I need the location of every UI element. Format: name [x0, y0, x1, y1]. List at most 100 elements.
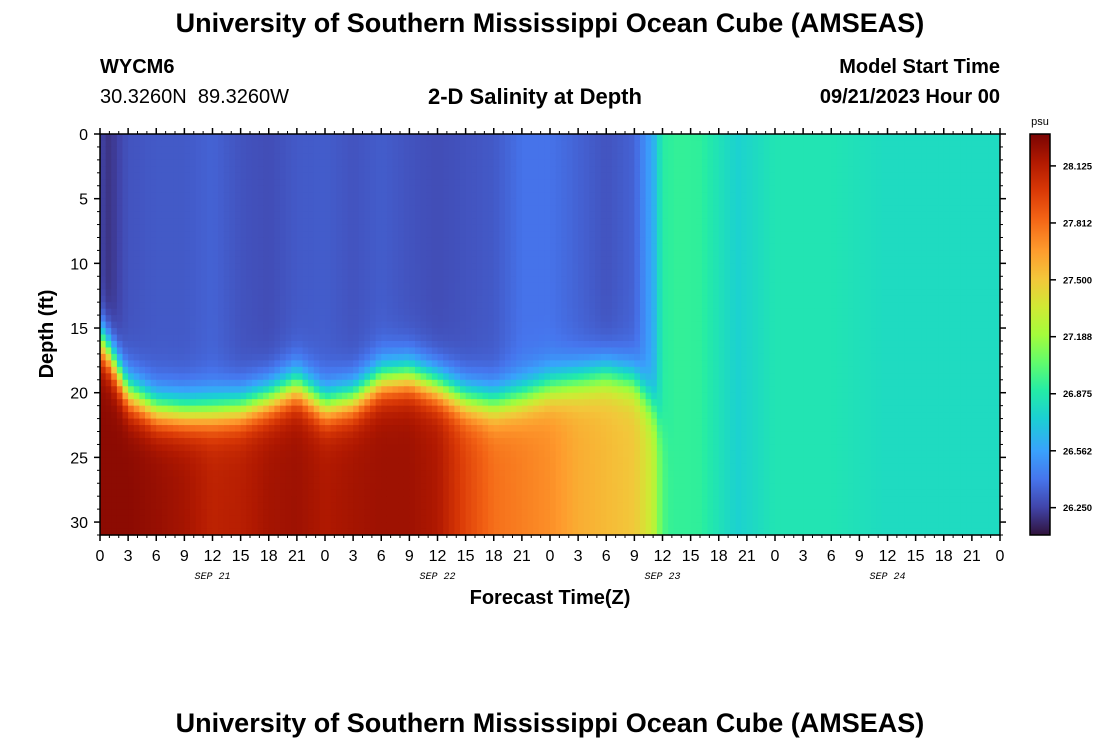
heatmap-cell [538, 483, 545, 491]
heatmap-cell [285, 522, 292, 530]
heatmap-cell [336, 256, 343, 264]
heatmap-cell [167, 321, 174, 329]
heatmap-cell [386, 146, 394, 155]
heatmap-cell [173, 399, 180, 407]
heatmap-cell [133, 437, 140, 446]
heatmap-cell [240, 250, 247, 258]
heatmap-cell [111, 321, 118, 329]
heatmap-cell [488, 172, 495, 180]
heatmap-cell [251, 489, 259, 497]
heatmap-cell [381, 269, 388, 277]
heatmap-cell [398, 243, 405, 252]
heatmap-cell [240, 159, 247, 167]
heatmap-cell [116, 347, 124, 355]
heatmap-cell [538, 198, 545, 206]
heatmap-cell [184, 134, 191, 142]
heatmap-cell [195, 340, 202, 349]
heatmap-cell [510, 172, 517, 180]
heatmap-cell [156, 172, 163, 180]
heatmap-cell [420, 366, 427, 374]
heatmap-cell [218, 185, 225, 193]
heatmap-cell [206, 457, 214, 465]
heatmap-cell [111, 243, 118, 252]
heatmap-cell [454, 269, 461, 277]
heatmap-cell [505, 295, 512, 303]
heatmap-cell [291, 224, 298, 232]
heatmap-cell [128, 134, 135, 142]
heatmap-cell [493, 276, 500, 284]
heatmap-cell [105, 353, 112, 361]
heatmap-cell [206, 353, 214, 361]
heatmap-cell [353, 198, 360, 206]
heatmap-cell [437, 308, 444, 316]
heatmap-cell [274, 470, 281, 478]
heatmap-cell [521, 522, 529, 530]
heatmap-cell [375, 522, 382, 530]
heatmap-cell [375, 140, 382, 148]
heatmap-cell [420, 334, 427, 342]
heatmap-cell [398, 198, 405, 206]
heatmap-cell [291, 425, 298, 433]
heatmap-cell [499, 243, 506, 252]
heatmap-cell [145, 146, 152, 155]
heatmap-cell [167, 140, 174, 148]
heatmap-cell [431, 276, 439, 284]
heatmap-cell [145, 282, 152, 290]
heatmap-cell [488, 237, 495, 245]
heatmap-cell [319, 392, 326, 400]
heatmap-cell [184, 457, 191, 465]
heatmap-cell [161, 366, 169, 374]
heatmap-cell [544, 263, 551, 271]
heatmap-cell [167, 185, 174, 193]
heatmap-cell [212, 450, 219, 458]
heatmap-cell [201, 250, 208, 258]
heatmap-cell [341, 153, 349, 161]
heatmap-cell [173, 502, 180, 510]
heatmap-cell [375, 489, 382, 497]
heatmap-cell [150, 405, 157, 413]
heatmap-cell [302, 392, 309, 400]
heatmap-cell [206, 211, 214, 219]
heatmap-cell [386, 483, 394, 491]
heatmap-cell [178, 450, 185, 458]
heatmap-cell [156, 405, 163, 413]
heatmap-cell [105, 450, 112, 458]
heatmap-cell [257, 192, 264, 200]
heatmap-cell [465, 457, 472, 465]
heatmap-cell [184, 444, 191, 452]
heatmap-cell [510, 483, 517, 491]
heatmap-cell [150, 205, 157, 213]
heatmap-cell [291, 386, 298, 394]
heatmap-cell [178, 250, 185, 258]
heatmap-cell [156, 360, 163, 368]
heatmap-cell [325, 256, 332, 264]
heatmap-cell [538, 496, 545, 504]
heatmap-cell [139, 450, 146, 458]
heatmap-cell [218, 146, 225, 155]
heatmap-cell [167, 250, 174, 258]
heatmap-cell [325, 302, 332, 310]
heatmap-cell [325, 321, 332, 329]
heatmap-cell [398, 250, 405, 258]
heatmap-cell [330, 463, 337, 471]
heatmap-cell [488, 366, 495, 374]
heatmap-cell [392, 502, 399, 510]
heatmap-cell [488, 289, 495, 297]
heatmap-cell [415, 237, 422, 245]
heatmap-cell [550, 276, 557, 284]
heatmap-cell [178, 166, 185, 174]
heatmap-cell [437, 224, 444, 232]
heatmap-cell [308, 321, 315, 329]
heatmap-cell [443, 515, 450, 523]
heatmap-cell [263, 211, 270, 219]
heatmap-cell [190, 496, 197, 504]
heatmap-cell [370, 218, 377, 226]
heatmap-cell [218, 373, 225, 381]
heatmap-cell [190, 463, 197, 471]
heatmap-cell [274, 295, 281, 303]
heatmap-cell [420, 211, 427, 219]
heatmap-cell [409, 289, 416, 297]
heatmap-cell [201, 269, 208, 277]
heatmap-cell [454, 470, 461, 478]
heatmap-cell [544, 347, 551, 355]
